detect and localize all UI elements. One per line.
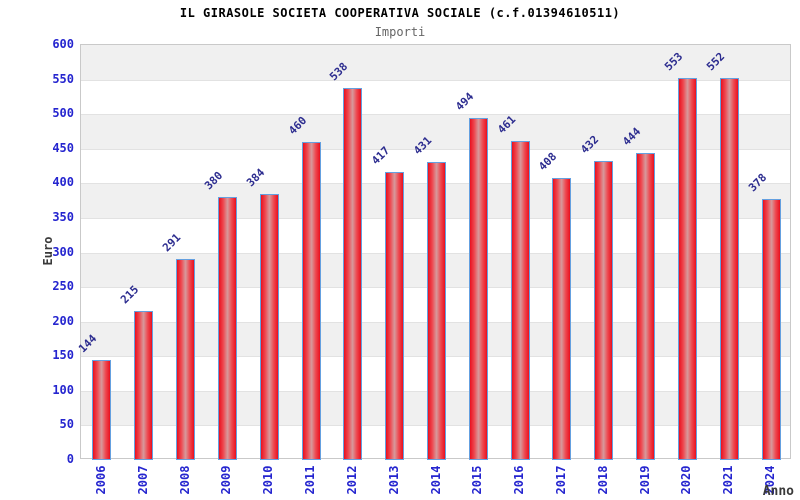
plot-area: 144 215 291 380 384 460 538 417 431 494 461 408 432 4… <box>76 44 791 460</box>
y-tick-label: 600 <box>52 37 74 51</box>
bar <box>678 78 697 460</box>
bar <box>302 142 321 460</box>
bar <box>552 178 571 460</box>
x-tick-label: 2013 <box>387 465 401 495</box>
x-tick-label: 2012 <box>345 465 359 495</box>
bar <box>427 162 446 460</box>
x-tick-label: 2016 <box>512 465 526 495</box>
y-tick-label: 550 <box>52 72 74 86</box>
bar <box>134 311 153 460</box>
gridline <box>81 114 790 115</box>
y-tick-label: 250 <box>52 279 74 293</box>
x-tick-label: 2007 <box>136 465 150 495</box>
y-tick-label: 0 <box>66 452 74 466</box>
x-axis-title: Anno <box>762 484 794 499</box>
x-tick-label: 2020 <box>679 465 693 495</box>
plot-band <box>81 114 790 149</box>
x-tick-label: 2018 <box>596 465 610 495</box>
y-tick-label: 350 <box>52 210 74 224</box>
gridline <box>81 149 790 150</box>
y-tick-label: 300 <box>52 245 74 259</box>
x-tick-label: 2010 <box>261 465 275 495</box>
x-tick-label: 2014 <box>429 465 443 495</box>
y-tick-label: 150 <box>52 348 74 362</box>
bar <box>469 118 488 460</box>
bar <box>594 161 613 460</box>
x-tick-label: 2015 <box>470 465 484 495</box>
bar <box>260 194 279 460</box>
x-tick-label: 2006 <box>94 465 108 495</box>
y-tick-label: 50 <box>59 417 74 431</box>
bar <box>762 199 781 460</box>
bar <box>636 153 655 460</box>
chart-subtitle: Importi <box>374 25 426 39</box>
bar <box>720 78 739 460</box>
y-tick-label: 450 <box>52 141 74 155</box>
x-tick-label: 2008 <box>178 465 192 495</box>
plot-band <box>81 45 790 80</box>
x-tick-label: 2021 <box>721 465 735 495</box>
y-tick-label: 500 <box>52 106 74 120</box>
chart-title: IL GIRASOLE SOCIETA COOPERATIVA SOCIALE … <box>179 6 621 20</box>
y-tick-label: 100 <box>52 383 74 397</box>
bar <box>218 197 237 460</box>
bar <box>385 172 404 460</box>
x-tick-label: 2009 <box>219 465 233 495</box>
bar <box>511 141 530 460</box>
bar <box>92 360 111 460</box>
gridline <box>81 80 790 81</box>
bar <box>176 259 195 460</box>
x-tick-label: 2019 <box>638 465 652 495</box>
bar <box>343 88 362 460</box>
x-tick-label: 2017 <box>554 465 568 495</box>
y-tick-label: 200 <box>52 314 74 328</box>
x-tick-label: 2011 <box>303 465 317 495</box>
y-tick-label: 400 <box>52 175 74 189</box>
